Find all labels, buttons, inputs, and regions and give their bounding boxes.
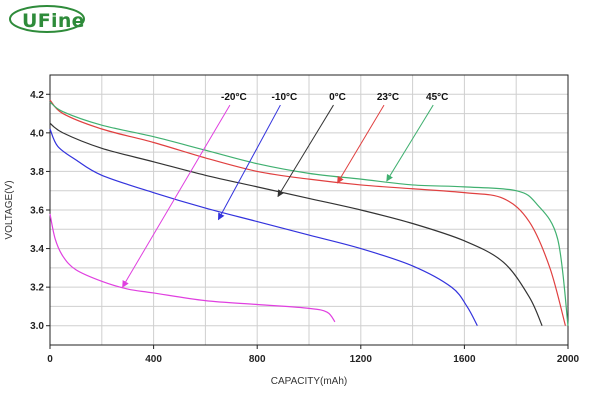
logo-ellipse bbox=[9, 5, 85, 33]
y-axis-label: VOLTAGE(V) bbox=[4, 180, 15, 239]
x-axis-ticks: 0 400 800 1200 1600 2000 bbox=[47, 345, 580, 365]
x-tick-label: 400 bbox=[145, 354, 162, 365]
series-label: -20°C bbox=[221, 92, 247, 103]
series-line bbox=[49, 128, 478, 326]
x-tick-label: 2000 bbox=[557, 354, 580, 365]
y-tick-label: 3.6 bbox=[30, 206, 44, 217]
series-label: 23°C bbox=[377, 92, 399, 103]
y-tick-label: 4.2 bbox=[30, 90, 44, 101]
y-tick-label: 3.0 bbox=[30, 321, 44, 332]
logo-text: UFine bbox=[22, 10, 85, 32]
x-tick-label: 800 bbox=[249, 354, 266, 365]
series-label: -10°C bbox=[272, 92, 298, 103]
series-arrow bbox=[337, 104, 385, 184]
y-tick-label: 3.4 bbox=[30, 244, 44, 255]
series-line bbox=[49, 213, 336, 323]
series-arrow bbox=[277, 104, 334, 198]
y-axis-ticks: 3.0 3.2 3.4 3.6 3.8 4.0 4.2 bbox=[30, 90, 50, 332]
chart-grid bbox=[50, 75, 568, 345]
series-labels: -20°C -10°C 0°C 23°C 45°C bbox=[122, 92, 448, 288]
x-axis-label: CAPACITY(mAh) bbox=[271, 376, 348, 387]
x-tick-label: 1600 bbox=[453, 354, 476, 365]
series-arrow bbox=[122, 104, 231, 288]
y-tick-label: 4.0 bbox=[30, 128, 44, 139]
y-tick-label: 3.2 bbox=[30, 283, 44, 294]
series-arrow bbox=[386, 104, 434, 182]
series-label: 0°C bbox=[329, 92, 346, 103]
series-line bbox=[49, 99, 566, 326]
series-line bbox=[49, 122, 543, 326]
x-tick-label: 0 bbox=[47, 354, 53, 365]
x-tick-label: 1200 bbox=[350, 354, 373, 365]
series-label: 45°C bbox=[426, 92, 448, 103]
brand-logo: UFine bbox=[8, 4, 86, 34]
y-tick-label: 3.8 bbox=[30, 167, 44, 178]
series-arrow bbox=[217, 104, 281, 221]
